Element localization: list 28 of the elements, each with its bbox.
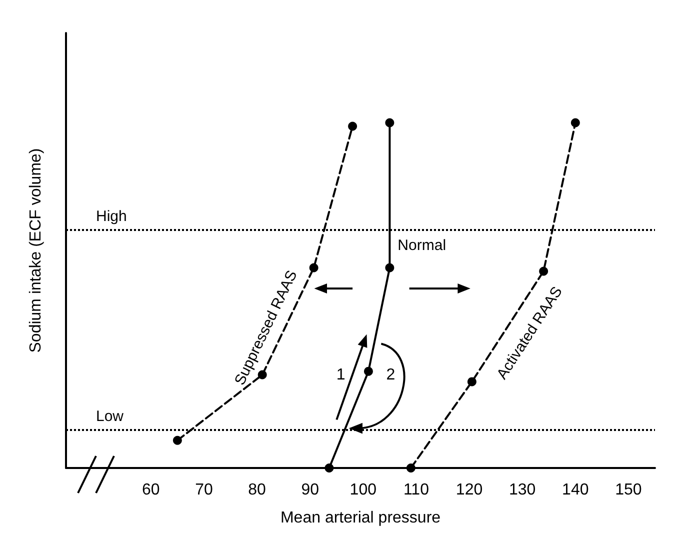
point [467, 377, 476, 386]
x-tick-label: 80 [248, 482, 266, 498]
x-tick-label: 90 [301, 482, 320, 498]
annotation: 1 [336, 366, 346, 384]
x-tick-label: 70 [195, 482, 213, 498]
x-tick-label: 60 [142, 482, 160, 498]
point [309, 263, 318, 272]
point [324, 464, 334, 472]
point [539, 266, 548, 276]
ref-line-label: Low [96, 408, 124, 426]
x-tick-label: 150 [615, 482, 642, 498]
x-tick-label: 120 [456, 482, 483, 498]
point [385, 263, 394, 272]
ref-line-label: High [96, 208, 127, 225]
point [385, 118, 394, 128]
x-tick-label: 140 [562, 482, 589, 498]
series-label: Normal [398, 236, 446, 254]
y-axis-title: Sodium intake (ECF volume) [28, 148, 44, 353]
x-tick-label: 110 [403, 482, 430, 498]
point [406, 464, 416, 472]
x-axis-title: Mean arterial pressure [280, 510, 441, 526]
point [172, 436, 182, 445]
point [570, 118, 580, 128]
x-tick-label: 130 [508, 482, 536, 498]
x-tick-label: 100 [350, 482, 377, 498]
annotation: 2 [386, 366, 396, 384]
point [364, 366, 373, 376]
point [348, 122, 358, 131]
